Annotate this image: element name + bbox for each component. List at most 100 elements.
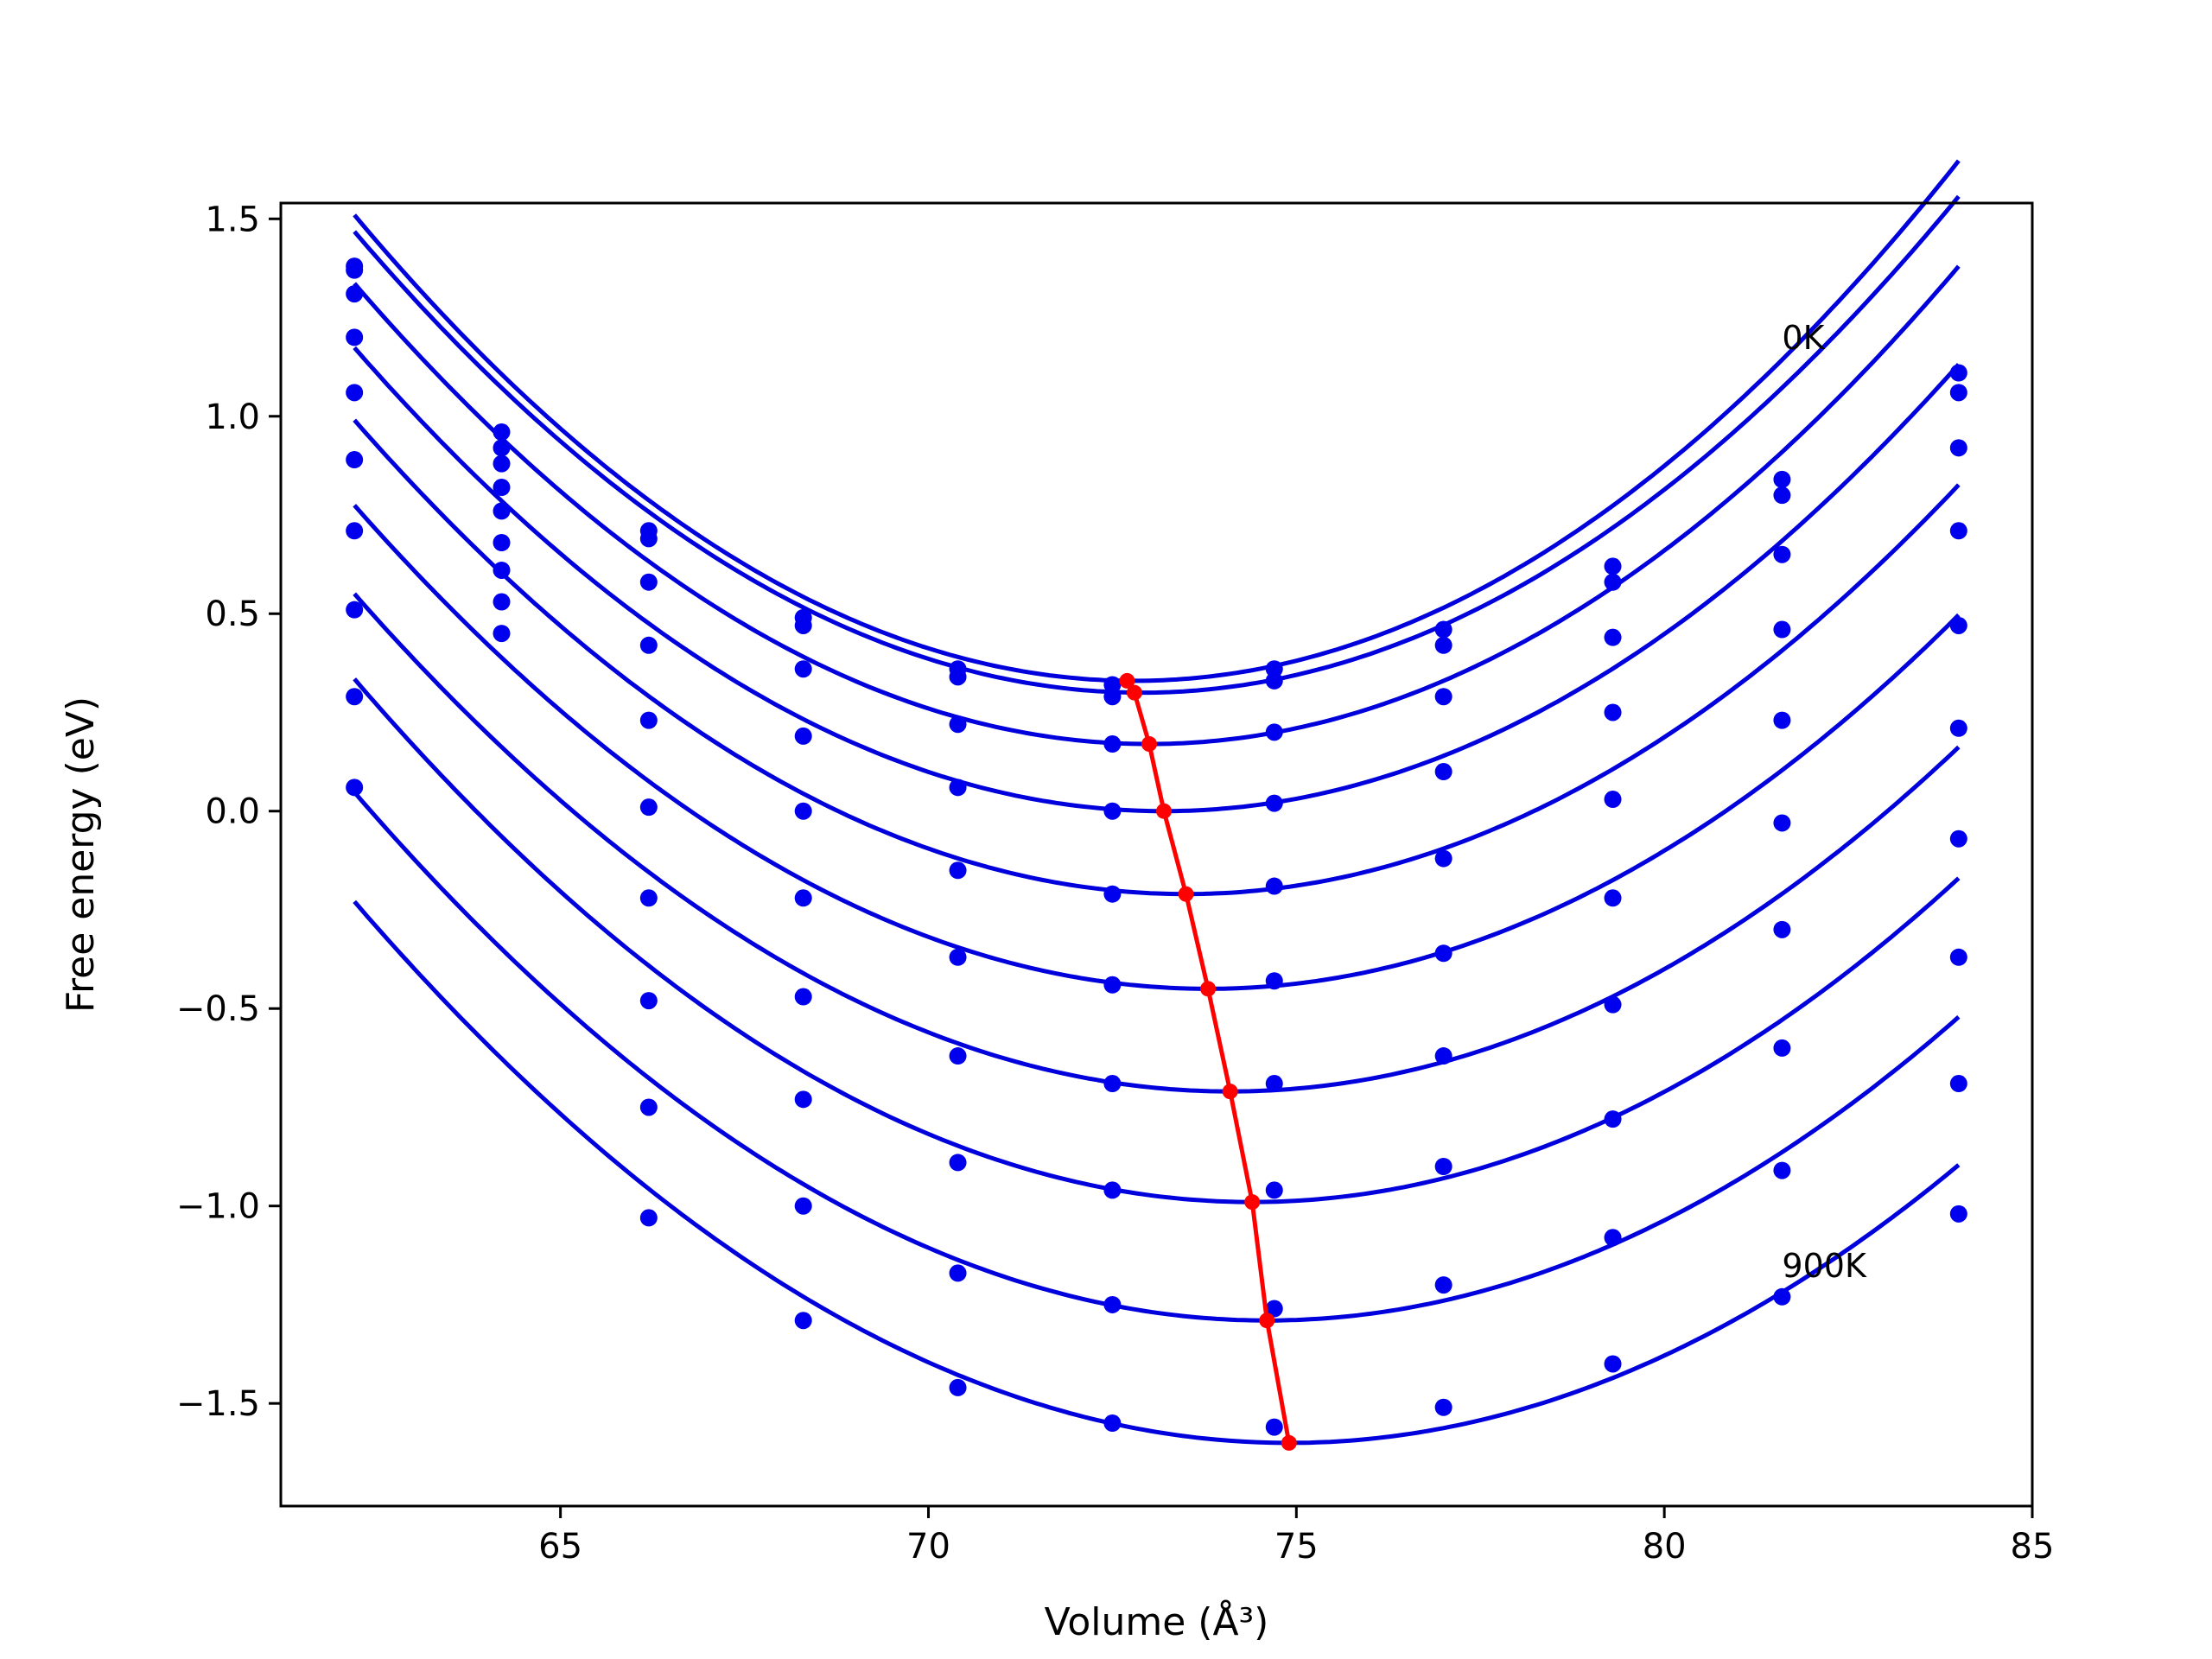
y-tick-label-6: −1.5 [176, 1384, 260, 1424]
data-point-3-6 [1265, 794, 1283, 812]
data-point-9-0 [346, 779, 364, 797]
data-point-2-8 [1604, 628, 1622, 646]
data-point-2-10 [1949, 439, 1967, 457]
data-point-2-1 [493, 454, 511, 473]
minimum-point-0 [1119, 672, 1135, 689]
data-point-1-8 [1604, 573, 1622, 591]
data-point-8-7 [1434, 1276, 1452, 1294]
data-point-0-5 [1103, 676, 1122, 694]
data-point-4-9 [1773, 711, 1791, 729]
x-tick-label-75: 75 [1274, 1527, 1319, 1567]
data-point-3-10 [1949, 522, 1967, 540]
y-tick-label-3: 0.0 [205, 792, 260, 832]
data-point-6-0 [346, 522, 364, 540]
data-point-7-8 [1604, 1110, 1622, 1128]
data-point-7-4 [949, 1154, 967, 1172]
data-point-3-2 [639, 636, 658, 654]
y-tick-label-1: 1.0 [205, 397, 260, 437]
data-point-9-8 [1604, 1355, 1622, 1373]
data-point-2-0 [346, 285, 364, 303]
data-point-3-4 [949, 779, 967, 797]
x-tick-label-65: 65 [538, 1527, 582, 1567]
data-point-4-6 [1265, 877, 1283, 895]
data-point-5-2 [639, 798, 658, 817]
data-point-9-7 [1434, 1398, 1452, 1416]
data-point-6-4 [949, 1047, 967, 1065]
minimum-point-6 [1222, 1084, 1238, 1100]
data-point-1-6 [1265, 671, 1283, 690]
data-point-1-1 [493, 439, 511, 457]
data-point-6-2 [639, 889, 658, 907]
minimum-line [1125, 679, 1292, 1444]
annotation-0k: 0K [1782, 319, 1825, 357]
data-point-9-10 [1949, 1205, 1967, 1223]
data-point-7-10 [1949, 948, 1967, 966]
y-axis-ticks: 1.5 1.0 0.5 0.0 −0.5 −1.0 −1.5 [176, 200, 281, 1424]
data-point-6-5 [1103, 1075, 1122, 1093]
data-point-0-7 [1434, 620, 1452, 639]
fit-curve-1 [353, 194, 1961, 696]
data-point-1-9 [1773, 486, 1791, 505]
data-point-1-4 [949, 668, 967, 686]
data-point-8-9 [1773, 1161, 1791, 1179]
data-point-3-3 [794, 727, 812, 745]
data-point-4-8 [1604, 791, 1622, 809]
data-point-8-2 [639, 1098, 658, 1116]
data-point-3-9 [1773, 620, 1791, 639]
data-point-2-3 [794, 660, 812, 678]
data-point-7-0 [346, 601, 364, 619]
data-point-6-1 [493, 561, 511, 579]
data-point-3-5 [1103, 802, 1122, 820]
y-tick-label-5: −1.0 [176, 1187, 260, 1227]
data-point-8-6 [1265, 1300, 1283, 1318]
fit-curves [353, 159, 1961, 1446]
data-point-2-4 [949, 715, 967, 734]
data-point-1-2 [639, 530, 658, 548]
data-point-5-1 [493, 533, 511, 551]
data-point-7-1 [493, 593, 511, 611]
data-point-4-1 [493, 502, 511, 520]
data-point-8-3 [794, 1197, 812, 1215]
fit-curve-9 [353, 899, 1961, 1446]
data-point-9-6 [1265, 1418, 1283, 1436]
minimum-curve [1119, 672, 1297, 1451]
data-point-8-5 [1103, 1295, 1122, 1313]
data-point-5-7 [1434, 944, 1452, 963]
annotation-900k: 900K [1782, 1247, 1867, 1285]
data-point-7-3 [794, 1090, 812, 1109]
data-point-8-1 [493, 625, 511, 643]
y-tick-label-0: 1.5 [205, 200, 260, 239]
minimum-point-2 [1141, 736, 1157, 753]
data-point-4-5 [1103, 885, 1122, 903]
y-tick-label-4: −0.5 [176, 989, 260, 1029]
minimum-point-7 [1244, 1194, 1261, 1211]
x-axis-ticks: 65 70 75 80 85 [538, 1506, 2054, 1567]
data-point-8-10 [1949, 1075, 1967, 1093]
minimum-point-4 [1178, 886, 1194, 902]
data-point-4-7 [1434, 849, 1452, 868]
data-point-7-2 [639, 992, 658, 1010]
minimum-point-5 [1200, 981, 1217, 997]
data-point-1-7 [1434, 636, 1452, 654]
x-tick-label-70: 70 [906, 1527, 950, 1567]
data-point-4-10 [1949, 616, 1967, 634]
data-point-3-8 [1604, 703, 1622, 721]
data-point-9-5 [1103, 1414, 1122, 1433]
data-point-1-5 [1103, 688, 1122, 706]
minimum-point-3 [1156, 803, 1173, 819]
data-point-3-7 [1434, 763, 1452, 781]
data-point-9-3 [794, 1312, 812, 1330]
minimum-point-8 [1259, 1313, 1275, 1329]
data-point-7-5 [1103, 1181, 1122, 1199]
fit-curve-4 [353, 418, 1961, 897]
data-point-2-9 [1773, 545, 1791, 563]
data-point-2-2 [639, 573, 658, 591]
data-point-5-3 [794, 889, 812, 907]
data-point-8-8 [1604, 1229, 1622, 1247]
data-point-9-4 [949, 1378, 967, 1396]
data-point-0-6 [1265, 660, 1283, 678]
data-point-7-7 [1434, 1158, 1452, 1176]
data-point-5-0 [346, 451, 364, 469]
minimum-point-9 [1281, 1434, 1297, 1451]
